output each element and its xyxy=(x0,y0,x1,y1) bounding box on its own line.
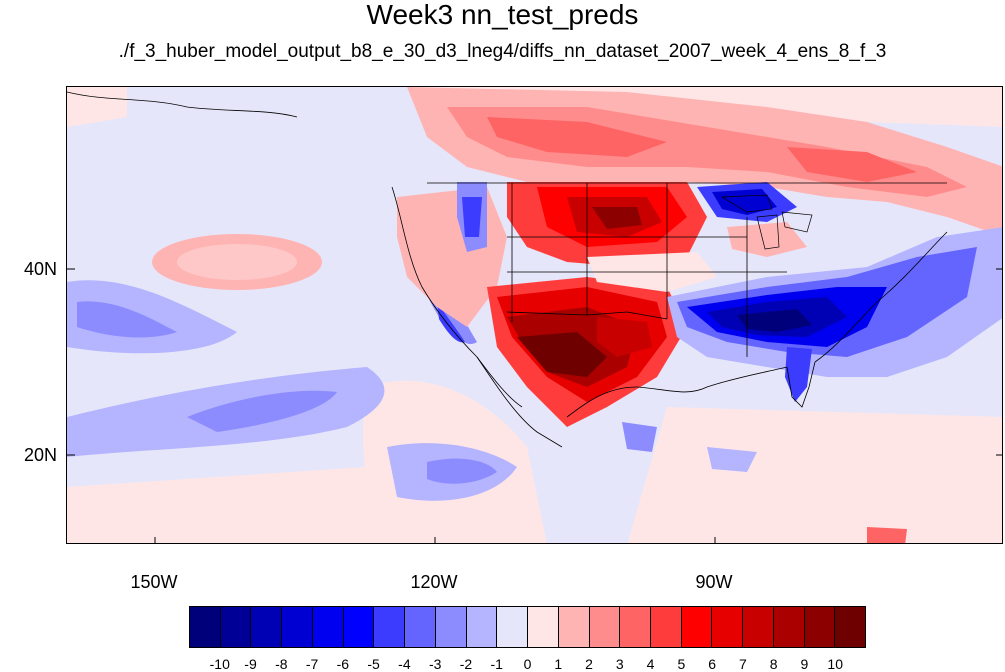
colorbar-tick-label: 10 xyxy=(827,656,843,672)
colorbar-swatch xyxy=(435,607,467,647)
colorbar-swatch xyxy=(773,607,805,647)
colorbar-tick-label: -1 xyxy=(490,656,503,672)
colorbar-tick-label: 0 xyxy=(523,656,532,672)
colorbar-swatch xyxy=(374,607,406,647)
lon-label-120w: 120W xyxy=(410,572,458,592)
colorbar-swatch xyxy=(405,607,436,647)
plot-title: Week3 nn_test_preds xyxy=(366,0,639,30)
colorbar-swatch xyxy=(681,607,713,647)
colorbar-swatch xyxy=(743,607,774,647)
colorbar-swatch xyxy=(804,607,836,647)
colorbar-tick-label: -3 xyxy=(428,656,442,672)
colorbar-swatch xyxy=(343,607,375,647)
colorbar-tick-label: -9 xyxy=(244,656,257,672)
lat-label-20n: 20N xyxy=(24,445,58,465)
lon-label-150w: 150W xyxy=(130,572,178,592)
colorbar-swatch xyxy=(651,607,682,647)
colorbar-swatch xyxy=(466,607,498,647)
colorbar-tick-label: 5 xyxy=(677,656,686,672)
colorbar-swatch xyxy=(835,607,866,647)
colorbar-swatch xyxy=(589,607,621,647)
plot-subtitle: ./f_3_huber_model_output_b8_e_30_d3_lneg… xyxy=(118,41,887,62)
colorbar-tick-label: -10 xyxy=(209,656,230,672)
colorbar-tick-label: -2 xyxy=(459,656,473,672)
colorbar-swatch xyxy=(497,607,529,647)
colorbar-swatch xyxy=(251,607,283,647)
colorbar-tick-label: 4 xyxy=(646,656,655,672)
colorbar-swatch xyxy=(558,607,590,647)
map-field xyxy=(67,87,1002,543)
colorbar-tick-label: -8 xyxy=(275,656,288,672)
colorbar-tick-label: 6 xyxy=(708,656,717,672)
colorbar-swatch xyxy=(712,607,744,647)
colorbar-tick-label: 9 xyxy=(800,656,809,672)
colorbar-tick-label: 1 xyxy=(554,656,563,672)
colorbar-tick-label: -7 xyxy=(305,656,319,672)
colorbar-tick-label: -6 xyxy=(336,656,350,672)
map-panel xyxy=(66,86,1003,544)
colorbar-swatch xyxy=(282,607,313,647)
lon-label-90w: 90W xyxy=(695,572,733,592)
colorbar-tick-label: -4 xyxy=(398,656,411,672)
colorbar-tick-label: -5 xyxy=(367,656,380,672)
colorbar-swatch xyxy=(620,607,652,647)
colorbar-tick-label: 2 xyxy=(585,656,593,672)
colorbar-swatch xyxy=(528,607,559,647)
colorbar xyxy=(189,606,866,648)
colorbar-tick-label: 8 xyxy=(769,656,778,672)
colorbar-swatch xyxy=(220,607,252,647)
colorbar-swatch xyxy=(190,607,221,647)
colorbar-tick-label: 7 xyxy=(739,656,747,672)
colorbar-swatch xyxy=(312,607,344,647)
colorbar-tick-label: 3 xyxy=(615,656,624,672)
lat-label-40n: 40N xyxy=(24,259,58,279)
